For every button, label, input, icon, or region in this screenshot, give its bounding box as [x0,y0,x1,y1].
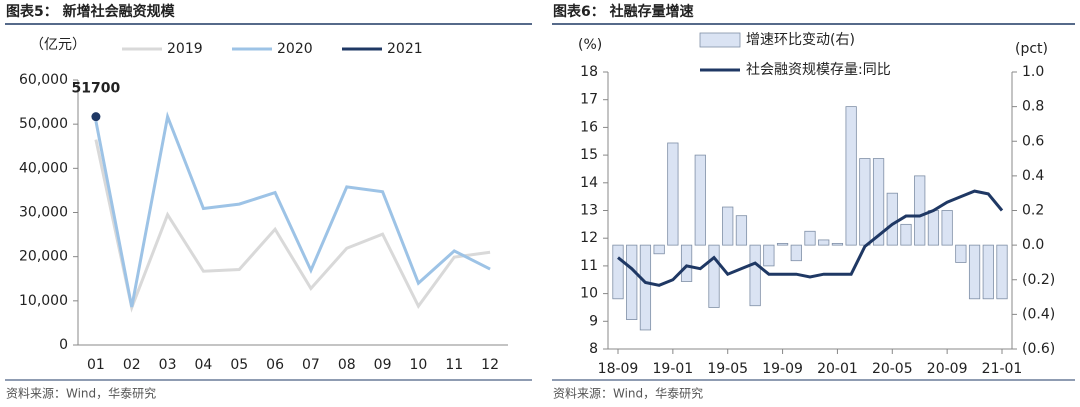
bar [776,242,789,246]
y2-tick-label: 0.6 [1022,133,1044,149]
y2-tick-label: 0.2 [1022,203,1044,219]
y-tick-label: 60,000 [19,72,68,88]
line [94,111,491,308]
bar [722,206,734,246]
y-tick-label: 10 [580,286,598,302]
source: 资料来源：Wind，华泰研究 [6,386,156,401]
x-tick-label: 20-01 [817,361,858,377]
x-tick-label: 19-09 [762,361,803,377]
source: 资料来源：Wind，华泰研究 [553,386,703,401]
bar [968,244,981,300]
x-tick-label: 10 [410,357,428,373]
bar [694,154,706,246]
y2-tick-label: (0.4) [1022,306,1055,322]
legend-label: 增速环比变动(右) [746,32,855,48]
bar [831,242,844,246]
x-tick-label: 18-09 [598,361,639,377]
unit-label: (%) [578,37,602,53]
legend-label: 2020 [277,41,313,57]
x-tick-label: 11 [445,357,463,373]
y-tick-label: 13 [580,203,598,219]
y-tick-label: 40,000 [19,160,68,176]
bar [872,158,885,246]
bar [941,210,953,246]
bar [859,158,871,246]
y2-tick-label: 1.0 [1022,64,1044,80]
x-tick-label: 01 [87,357,105,373]
x-tick-label: 20-05 [872,361,913,377]
chart-title: 图表5： 新增社会融资规模 [6,3,176,20]
x-tick-label: 06 [266,357,284,373]
x-tick-label: 04 [195,357,213,373]
bar [749,244,761,307]
bar [735,215,748,246]
y-tick-label: 12 [580,230,598,246]
bar [955,244,967,263]
x-tick-label: 08 [338,357,356,373]
bar [667,142,679,246]
chart-title: 图表6： 社融存量增速 [553,3,694,20]
data-label: 51700 [72,81,121,97]
bar [982,244,994,300]
bar [804,230,816,246]
x-tick-label: 20-09 [927,361,968,377]
bar [996,244,1008,300]
x-tick-label: 12 [481,357,499,373]
bar [653,244,665,255]
bar [900,223,912,246]
y-tick-label: 14 [580,175,598,191]
x-tick-label: 19-01 [653,361,694,377]
y2-tick-label: 0.8 [1022,99,1044,115]
legend-label: 2021 [387,41,423,57]
y-tick-label: 17 [580,92,598,108]
bar [914,175,926,246]
x-tick-label: 05 [230,357,248,373]
y-tick-label: 10,000 [19,293,68,309]
y-tick-label: 15 [580,147,598,163]
unit-label: (pct) [1015,41,1048,57]
y-tick-label: 0 [59,337,68,353]
bar [639,244,652,331]
bar [790,244,802,262]
bar [845,106,857,246]
y2-tick-label: (0.6) [1022,341,1055,357]
bar [927,210,940,246]
line [94,139,491,313]
y-tick-label: 8 [589,341,598,357]
line [617,189,1004,287]
y-tick-label: 11 [580,258,598,274]
y2-tick-label: 0.0 [1022,237,1044,253]
x-tick-label: 03 [159,357,177,373]
y2-tick-label: 0.4 [1022,168,1044,184]
y-tick-label: 50,000 [19,116,68,132]
x-tick-label: 09 [374,357,392,373]
bar [612,244,624,300]
y-tick-label: 20,000 [19,249,68,265]
legend-label: 2019 [167,41,203,57]
legend-label: 社会融资规模存量:同比 [746,62,891,78]
y-tick-label: 9 [589,313,598,329]
y-tick-label: 16 [580,119,598,135]
x-tick-label: 02 [123,357,141,373]
bar [886,192,898,246]
bar [680,244,693,282]
x-tick-label: 19-05 [707,361,748,377]
x-tick-label: 07 [302,357,320,373]
bar [708,244,720,308]
y2-tick-label: (0.2) [1022,272,1055,288]
y-tick-label: 30,000 [19,205,68,221]
bar [818,239,830,246]
legend-swatch [699,32,741,48]
x-tick-label: 21-01 [982,361,1023,377]
y-tick-label: 18 [580,64,598,80]
bar [763,244,775,267]
point [91,112,101,122]
bar [626,244,638,320]
unit-label: （亿元） [30,37,86,53]
